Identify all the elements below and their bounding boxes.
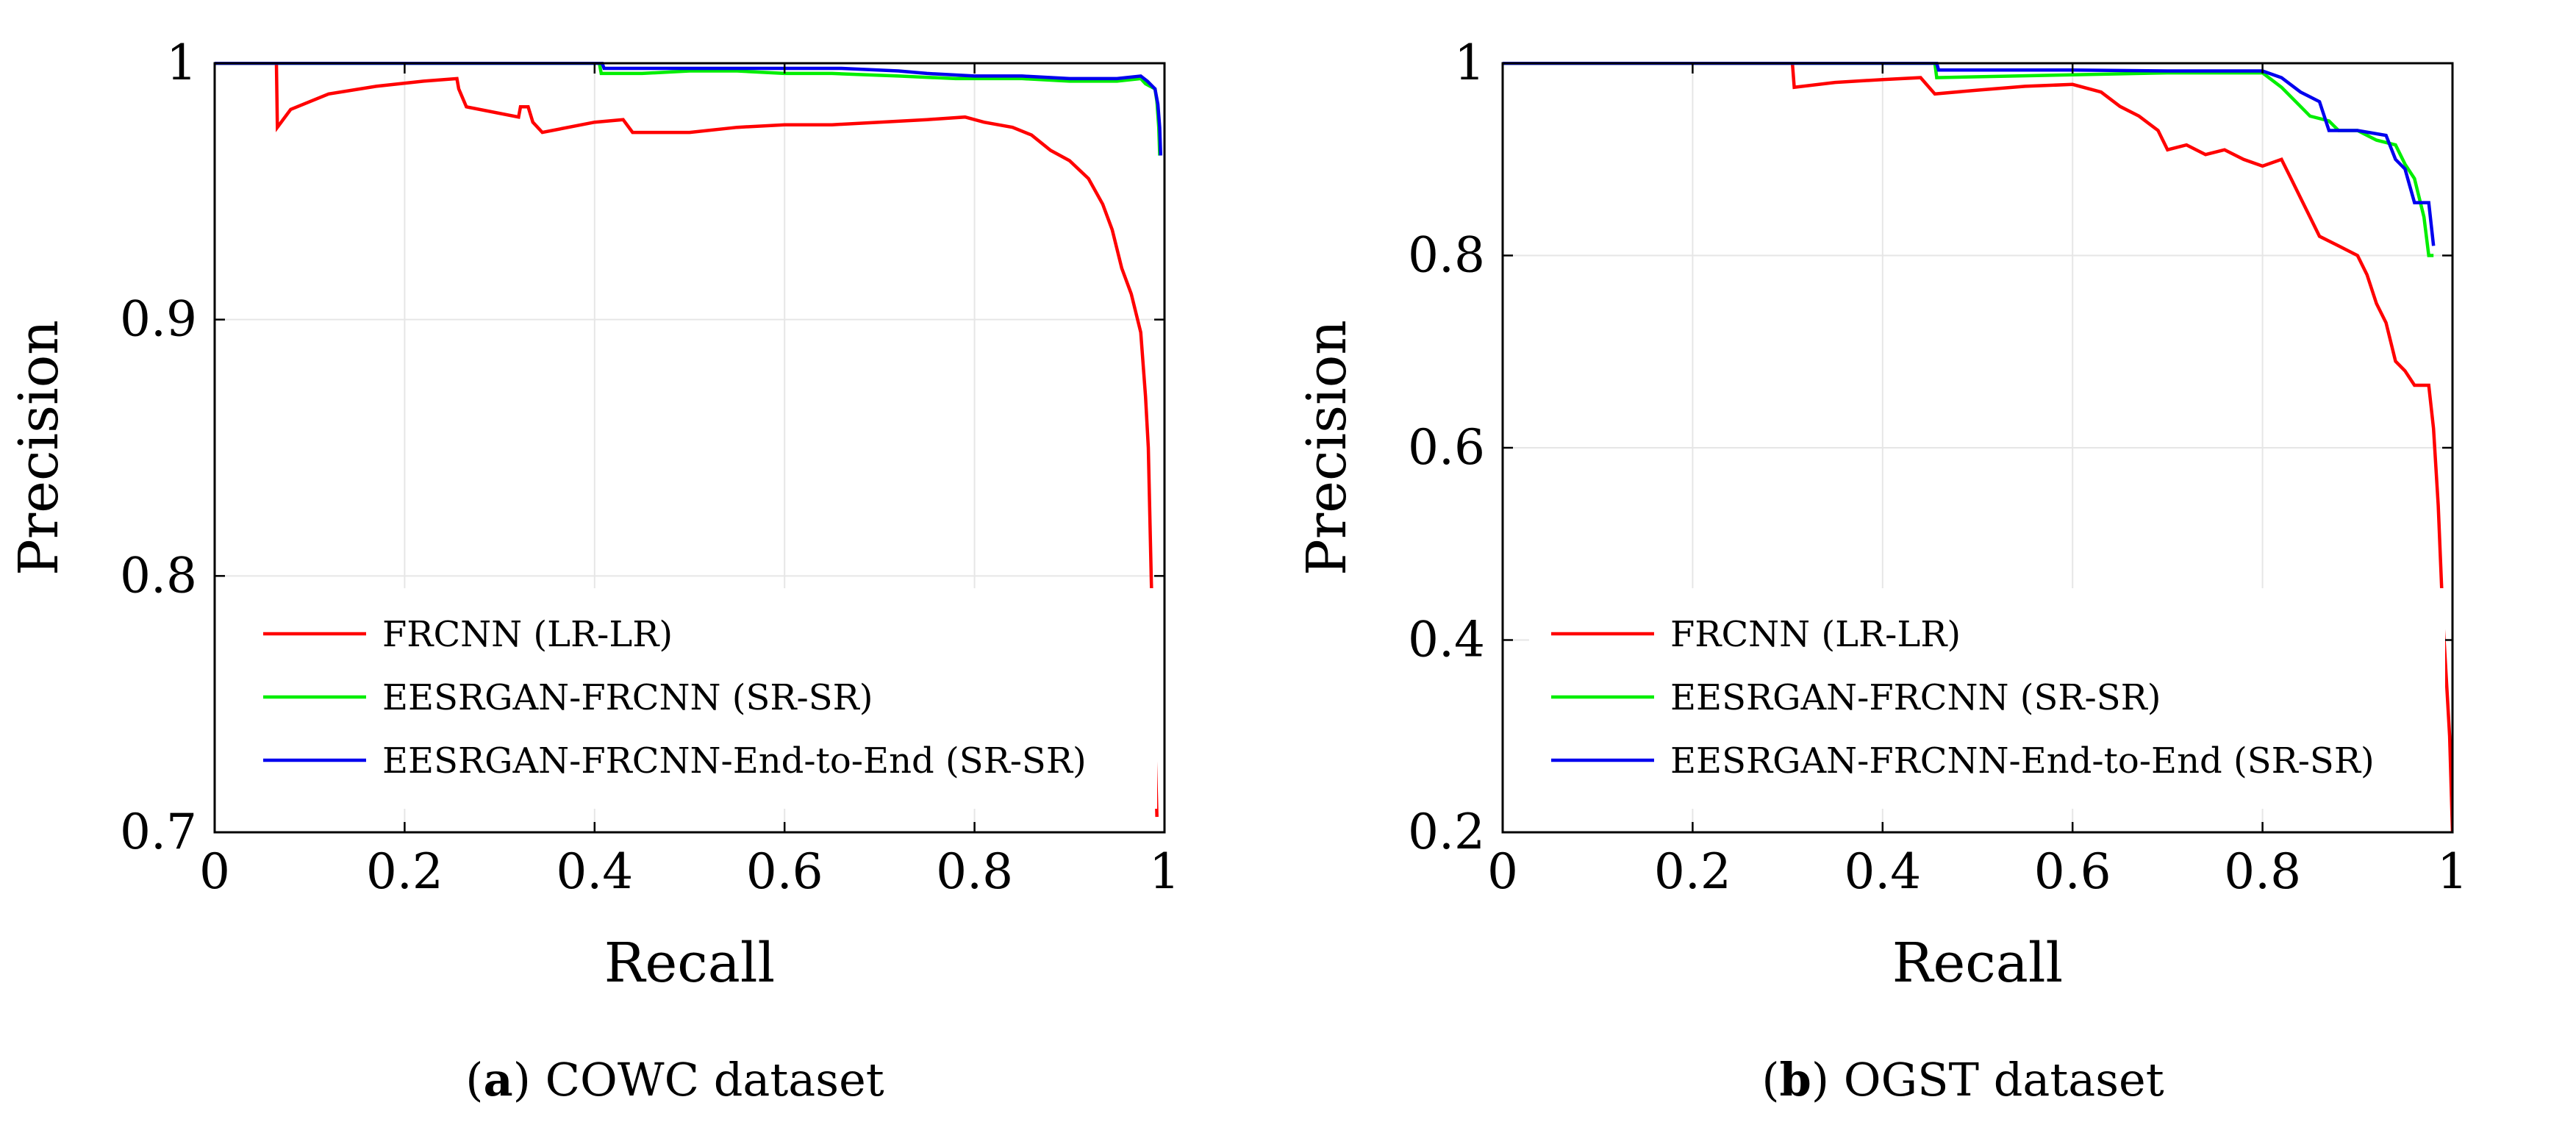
x-tick-label-2: 0.4	[1844, 843, 1921, 900]
subplot-a: 0 0.2 0.4 0.6 0.8 1 0.7 0.8 0.9 1 Precision Recal…	[7, 35, 1180, 1107]
y-tick-label-1: 0.8	[120, 547, 197, 604]
series-line-eesrgan	[1503, 62, 2434, 257]
y-tick-label-3: 0.8	[1408, 227, 1485, 284]
y-axis-title: Precision	[1295, 320, 1359, 576]
legend-label-frcnn: FRCNN (LR-LR)	[1670, 614, 1961, 655]
x-tick-label-1: 0.2	[1654, 843, 1731, 900]
y-tick-label-4: 1	[1454, 35, 1485, 91]
legend: FRCNN (LR-LR) EESRGAN-FRCNN (SR-SR) EESR…	[1529, 588, 2445, 809]
y-axis-title: Precision	[7, 320, 71, 576]
tick-labels: 0 0.2 0.4 0.6 0.8 10.20.40.60.81	[1408, 35, 2468, 900]
legend-label-eesrgan: EESRGAN-FRCNN (SR-SR)	[1670, 677, 2161, 718]
caption-b: (b) OGST dataset	[1761, 1053, 2164, 1107]
caption-a: (a) COWC dataset	[465, 1053, 884, 1107]
subplot-b: 0 0.2 0.4 0.6 0.8 1 0.2 0.4 0.6 0.8 1 Precision Re…	[1288, 0, 2576, 1133]
x-tick-label-0: 0	[199, 843, 230, 900]
series-line-frcnn	[215, 62, 1159, 818]
legend-label-frcnn: FRCNN (LR-LR)	[382, 614, 673, 655]
legend-box	[1529, 588, 2445, 809]
y-tick-label-2: 0.6	[1408, 419, 1485, 476]
y-tick-label-0: 0.2	[1408, 804, 1485, 860]
x-tick-label-5: 1	[2437, 843, 2468, 900]
series-group	[215, 62, 1163, 818]
legend-label-eesrgan: EESRGAN-FRCNN (SR-SR)	[382, 677, 873, 718]
y-tick-label-0: 0.7	[120, 804, 197, 860]
x-tick-label-1: 0.2	[366, 843, 443, 900]
x-tick-label-5: 1	[1149, 843, 1180, 900]
y-tick-label-2: 0.9	[120, 291, 197, 348]
legend-label-end-to-end: EESRGAN-FRCNN-End-to-End (SR-SR)	[1670, 740, 2375, 782]
series-line-end-to-end	[1503, 62, 2436, 246]
x-axis-title: Recall	[1892, 932, 2063, 995]
tick-labels: 0 0.2 0.4 0.6 0.8 1 0.7 0.8 0.9 1	[120, 35, 1180, 900]
x-tick-label-2: 0.4	[556, 843, 633, 900]
legend-box	[241, 588, 1157, 809]
chart-cowc: 0 0.2 0.4 0.6 0.8 1 0.7 0.8 0.9 1 Precision Recal…	[7, 35, 1180, 1107]
x-tick-label-4: 0.8	[2224, 843, 2301, 900]
series-line-end-to-end	[215, 62, 1163, 156]
series-line-frcnn	[1503, 62, 2452, 833]
caption-label-a: COWC dataset	[545, 1053, 884, 1107]
legend-label-end-to-end: EESRGAN-FRCNN-End-to-End (SR-SR)	[382, 740, 1087, 782]
y-tick-label-1: 0.4	[1408, 612, 1485, 668]
plot-frame	[213, 62, 1166, 834]
axis-ticks	[213, 62, 1166, 834]
x-tick-label-3: 0.6	[2034, 843, 2111, 900]
chart-ogst: 0 0.2 0.4 0.6 0.8 10.20.40.60.81 Precision Re…	[1295, 35, 2468, 1107]
x-tick-label-3: 0.6	[746, 843, 823, 900]
x-axis-title: Recall	[604, 932, 775, 995]
x-tick-label-0: 0	[1487, 843, 1518, 900]
x-tick-label-4: 0.8	[936, 843, 1013, 900]
caption-letter-a: a	[484, 1053, 513, 1107]
caption-letter-b: b	[1780, 1053, 1811, 1107]
series-group	[1503, 62, 2452, 833]
legend: FRCNN (LR-LR) EESRGAN-FRCNN (SR-SR) EESR…	[241, 588, 1157, 809]
y-tick-label-3: 1	[166, 35, 197, 91]
caption-label-b: OGST dataset	[1844, 1053, 2164, 1107]
